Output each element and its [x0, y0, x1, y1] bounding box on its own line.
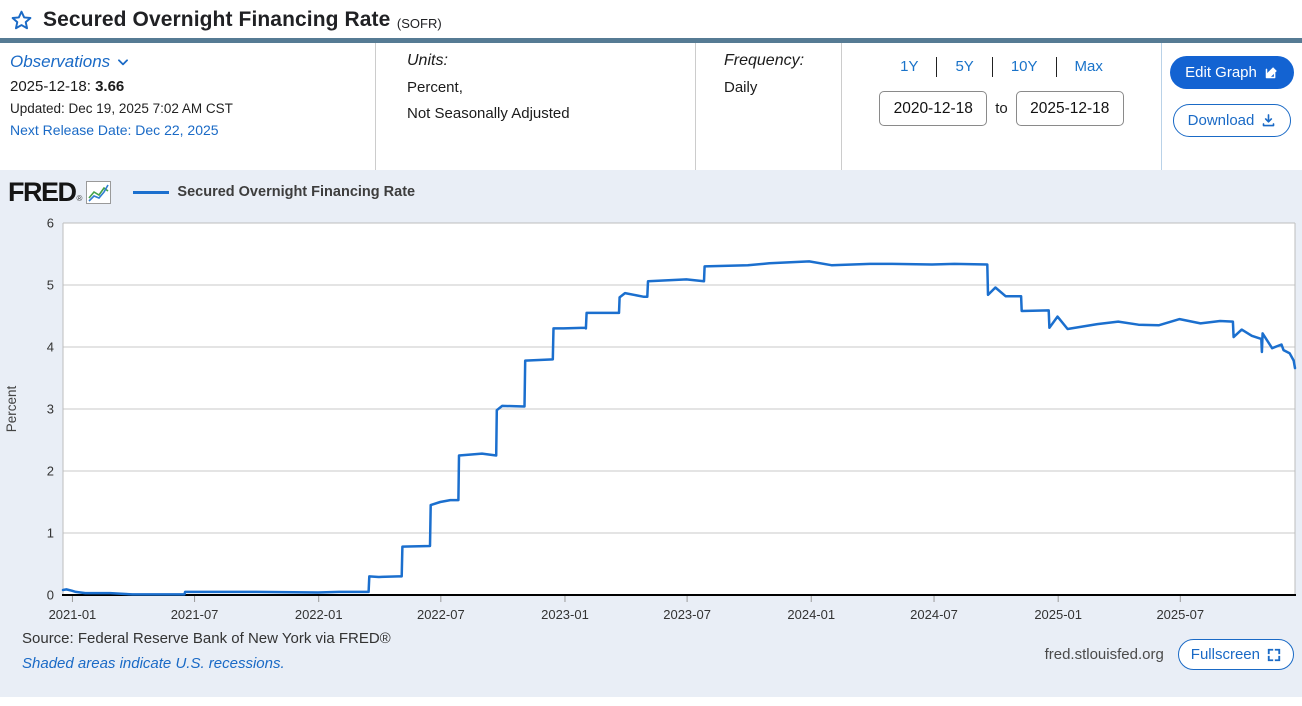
chevron-down-icon	[116, 55, 130, 69]
svg-text:2024-07: 2024-07	[910, 607, 958, 620]
legend-series-label: Secured Overnight Financing Rate	[177, 184, 415, 200]
range-preset-5y[interactable]: 5Y	[951, 56, 977, 77]
actions-panel: Edit Graph Download	[1162, 43, 1302, 170]
svg-text:2022-07: 2022-07	[417, 607, 465, 620]
svg-text:4: 4	[47, 340, 54, 355]
chart-section: FRED ® Secured Overnight Financing Rate …	[0, 170, 1302, 697]
frequency-value: Daily	[724, 79, 841, 96]
fred-branding-row: FRED ® Secured Overnight Financing Rate	[8, 178, 1302, 206]
range-preset-max[interactable]: Max	[1071, 56, 1107, 77]
range-dates: to	[879, 91, 1124, 126]
svg-text:1: 1	[47, 526, 54, 541]
fullscreen-button[interactable]: Fullscreen	[1178, 639, 1294, 670]
updated-text: Updated: Dec 19, 2025 7:02 AM CST	[10, 101, 375, 116]
svg-text:5: 5	[47, 278, 54, 293]
svg-text:2: 2	[47, 464, 54, 479]
page-title-suffix: (SOFR)	[397, 16, 442, 31]
date-range-panel: 1Y 5Y 10Y Max to	[842, 43, 1162, 170]
range-preset-10y[interactable]: 10Y	[1007, 56, 1042, 77]
star-icon[interactable]	[10, 9, 33, 32]
end-date-input[interactable]	[1016, 91, 1124, 126]
frequency-label: Frequency:	[724, 52, 841, 70]
title-bar: Secured Overnight Financing Rate (SOFR)	[0, 0, 1302, 38]
source-block: Source: Federal Reserve Bank of New York…	[22, 622, 391, 672]
sparkline-icon	[86, 181, 111, 204]
bottom-strip	[0, 697, 1302, 705]
edit-icon	[1264, 65, 1279, 80]
page-title: Secured Overnight Financing Rate	[43, 8, 390, 31]
svg-text:2024-01: 2024-01	[787, 607, 835, 620]
observations-dropdown[interactable]: Observations	[10, 52, 130, 72]
start-date-input[interactable]	[879, 91, 987, 126]
svg-text:2023-01: 2023-01	[541, 607, 589, 620]
frequency-panel: Frequency: Daily	[696, 43, 842, 170]
download-button[interactable]: Download	[1173, 104, 1292, 137]
latest-observation-date: 2025-12-18:	[10, 78, 91, 95]
meta-row: Observations 2025-12-18: 3.66 Updated: D…	[0, 43, 1302, 170]
fred-logo[interactable]: FRED	[8, 177, 76, 208]
recession-note-link[interactable]: Shaded areas indicate U.S. recessions.	[22, 655, 391, 672]
svg-text:Percent: Percent	[4, 385, 19, 432]
chart-footer: Source: Federal Reserve Bank of New York…	[0, 620, 1302, 672]
units-line2: Not Seasonally Adjusted	[407, 105, 695, 122]
svg-text:3: 3	[47, 402, 54, 417]
latest-observation: 2025-12-18: 3.66	[10, 78, 375, 95]
svg-text:2023-07: 2023-07	[663, 607, 711, 620]
range-preset-1y[interactable]: 1Y	[896, 56, 922, 77]
site-url: fred.stlouisfed.org	[1045, 646, 1164, 663]
svg-text:6: 6	[47, 216, 54, 231]
edit-graph-label: Edit Graph	[1185, 64, 1257, 81]
latest-observation-value: 3.66	[95, 78, 124, 95]
svg-text:0: 0	[47, 588, 54, 603]
fred-logo-registered: ®	[77, 194, 83, 203]
units-label: Units:	[407, 52, 695, 70]
to-label: to	[995, 100, 1008, 117]
preset-divider	[1056, 57, 1057, 77]
svg-text:2021-01: 2021-01	[49, 607, 97, 620]
svg-text:2025-07: 2025-07	[1156, 607, 1204, 620]
sofr-chart[interactable]: 0 1 2 3 4 5 6 2021-01 2021-07 2022-01 2022-07 2023-…	[0, 206, 1302, 620]
fullscreen-label: Fullscreen	[1191, 646, 1260, 663]
download-icon	[1261, 113, 1276, 128]
units-line1: Percent,	[407, 79, 695, 96]
svg-text:2021-07: 2021-07	[171, 607, 219, 620]
edit-graph-button[interactable]: Edit Graph	[1170, 56, 1294, 89]
observations-label: Observations	[10, 52, 110, 72]
download-label: Download	[1188, 112, 1255, 129]
preset-divider	[992, 57, 993, 77]
observations-panel: Observations 2025-12-18: 3.66 Updated: D…	[0, 43, 376, 170]
legend-line-swatch	[133, 191, 169, 194]
svg-text:2022-01: 2022-01	[295, 607, 343, 620]
preset-divider	[936, 57, 937, 77]
units-panel: Units: Percent, Not Seasonally Adjusted	[376, 43, 696, 170]
fullscreen-icon	[1267, 648, 1281, 662]
next-release-link[interactable]: Next Release Date: Dec 22, 2025	[10, 122, 375, 138]
range-presets: 1Y 5Y 10Y Max	[896, 56, 1107, 77]
source-text: Source: Federal Reserve Bank of New York…	[22, 630, 391, 647]
svg-text:2025-01: 2025-01	[1034, 607, 1082, 620]
footer-right: fred.stlouisfed.org Fullscreen	[1045, 639, 1294, 672]
